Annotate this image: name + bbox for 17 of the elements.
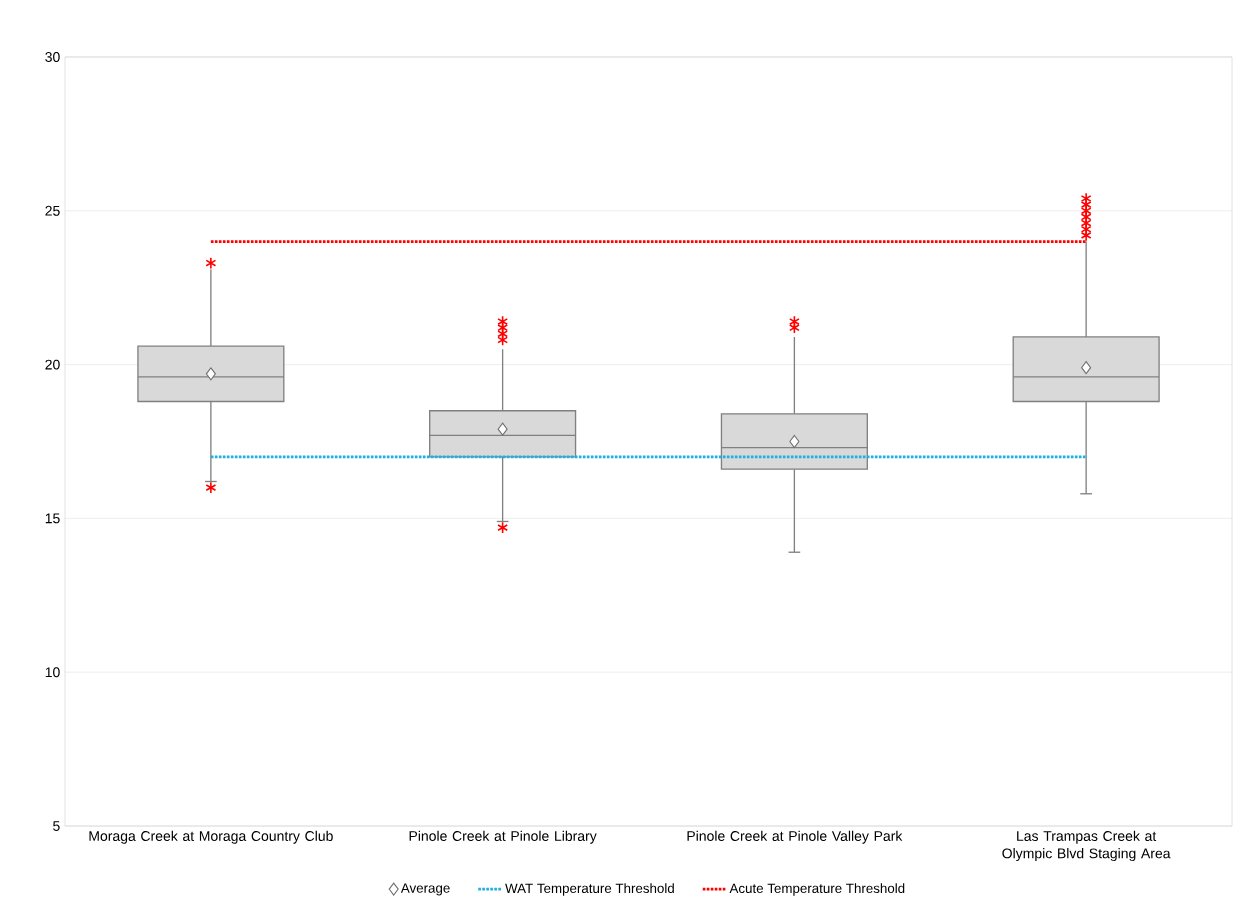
point — [1081, 361, 1092, 375]
y-tick-label: 5 — [53, 821, 60, 831]
y-tick-label: 20 — [45, 359, 60, 370]
legend-label: WAT Temperature Threshold — [505, 883, 674, 896]
x-tick-label: Pinole Creek at Pinole Valley Park — [687, 830, 903, 844]
legend-label: Average — [400, 883, 450, 896]
y-tick-label: 30 — [45, 52, 60, 62]
x-tick-label: Moraga Creek at Moraga Country Club — [89, 830, 333, 844]
y-tick-label: 15 — [45, 513, 60, 524]
point — [497, 422, 508, 436]
y-tick-label: 10 — [45, 667, 60, 678]
x-tick-label: Las Trampas Creek at Olympic Blvd Staging Area — [1002, 830, 1171, 862]
point — [205, 367, 216, 381]
y-tick-label: 25 — [45, 205, 60, 216]
legend-label: Acute Temperature Threshold — [729, 883, 905, 896]
x-tick-label: Pinole Creek at Pinole Library — [409, 830, 597, 844]
point — [789, 434, 800, 449]
